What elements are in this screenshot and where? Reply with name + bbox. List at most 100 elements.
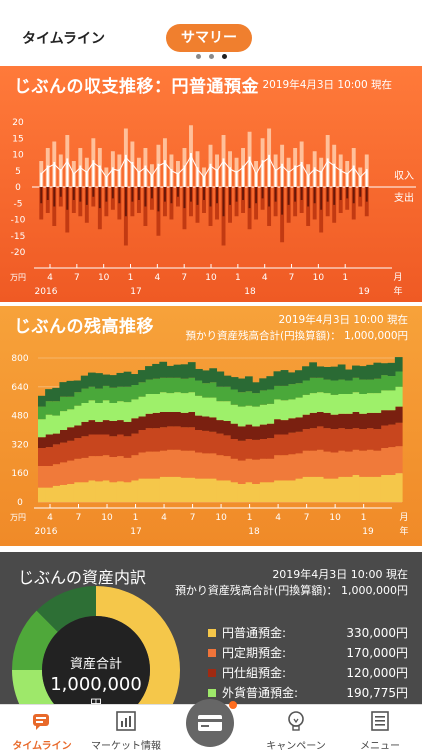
year-label: 17 [130,527,141,537]
legend-name: 円定期預金: [222,646,287,660]
balance-panel[interactable]: じぶんの残高推移 2019年4月3日 10:00 現在 預かり資産残高合計(円換… [0,306,422,546]
expense-bar-inner [66,187,69,210]
balance-segment [344,394,353,414]
income-bar-inner [176,172,179,187]
income-bar-inner [46,165,49,187]
unit-label: 万円 [10,513,26,522]
income-bar-inner [40,172,43,187]
nav-label: メニュー [360,741,400,750]
income-bar-inner [53,161,56,187]
balance-segment [223,401,232,421]
income-bar-inner [92,160,95,187]
income-expense-panel[interactable]: じぶんの収支推移：円普通預金 2019年4月3日 10:00 現在 20 15 10… [0,66,422,302]
y-tick-label: 640 [11,383,28,393]
tab-timeline[interactable]: タイムライン [22,31,106,47]
balance-segment [330,394,339,415]
x-tick-label: 10 [205,273,217,283]
balance-segment [159,427,168,451]
card-button[interactable] [186,699,234,747]
legend-item: 円普通預金: 330,000円 [208,624,408,642]
balance-segment [116,420,125,435]
expense-bar-inner [229,187,232,205]
income-bar-inner [163,160,166,187]
income-bar-inner [118,169,121,187]
balance-segment [73,405,82,426]
x-tick-label: 7 [76,513,82,523]
income-bar-inner [274,169,277,187]
balance-segment [173,392,182,412]
panel-title: じぶんの残高推移 [14,317,154,337]
balance-segment [102,420,110,435]
balance-segment [323,393,332,413]
balance-segment [95,434,103,457]
balance-segment [137,452,146,479]
legend-name: 円仕組預金: [222,666,287,680]
balance-segment [45,401,53,415]
balance-segment [137,370,146,383]
asset-breakdown-panel[interactable]: じぶんの資産内訳 2019年4月3日 10:00 現在 預かり資産残高合計(円換… [0,552,422,704]
balance-segment [287,432,296,455]
balance-segment [73,392,82,406]
balance-segment [316,476,325,502]
x-tick-label: 1 [133,513,139,523]
balance-segment [216,420,225,434]
balance-segment [180,412,189,428]
balance-segment [80,482,89,502]
income-bar-inner [222,158,225,187]
balance-segment [116,372,125,387]
expense-bar-inner [320,187,323,210]
balance-segment [387,410,396,425]
balance-segment [180,427,189,451]
balance-segment [202,430,210,454]
balance-segment [87,434,96,457]
balance-segment [302,476,310,502]
nav-campaign[interactable]: キャンペーン [254,705,338,750]
income-bar-inner [79,165,82,187]
balance-segment [237,484,246,502]
balance-segment [159,361,168,378]
balance-segment [230,404,239,424]
expense-bar-inner [261,187,264,199]
balance-segment [38,437,46,448]
balance-segment [280,385,289,401]
expense-bar-inner [59,187,62,197]
menu-list-icon [371,711,389,731]
page-dot [196,54,201,59]
expense-bar-inner [144,187,147,207]
assets-total: 預かり資産残高合計(円換算額)： 1,000,000円 [174,584,408,597]
balance-segment [123,386,132,403]
nav-market[interactable]: マーケット情報 [84,705,168,750]
expense-bar-inner [365,187,368,202]
balance-segment [323,367,332,380]
income-bar-inner [307,174,310,187]
income-bar-inner [85,170,88,187]
balance-segment [159,476,168,502]
balance-segment [380,363,389,376]
balance-segment [209,453,218,479]
balance-segment [95,456,103,482]
balance-segment [266,458,275,483]
nav-card[interactable] [168,699,254,750]
expense-bar-inner [294,187,297,202]
expense-bar-inner [248,187,251,209]
balance-segment [330,452,339,479]
balance-segment [237,440,246,461]
tab-summary[interactable]: サマリー [166,24,252,52]
income-bar-inner [281,163,284,187]
x-tick-label: 7 [289,273,295,283]
income-bar-inner [320,170,323,187]
expense-bar-inner [352,187,355,204]
balance-segment [316,426,325,450]
balance-segment [252,382,260,394]
balance-segment [244,376,253,392]
balance-segment [59,462,68,485]
nav-menu[interactable]: メニュー [338,705,422,750]
balance-segment [352,449,360,475]
balance-segment [180,378,189,394]
balance-segment [309,393,317,413]
balance-segment [344,429,353,452]
balance-segment [337,413,346,429]
nav-timeline[interactable]: タイムライン [0,705,84,750]
balance-segment [145,413,153,429]
balance-segment [309,362,317,378]
